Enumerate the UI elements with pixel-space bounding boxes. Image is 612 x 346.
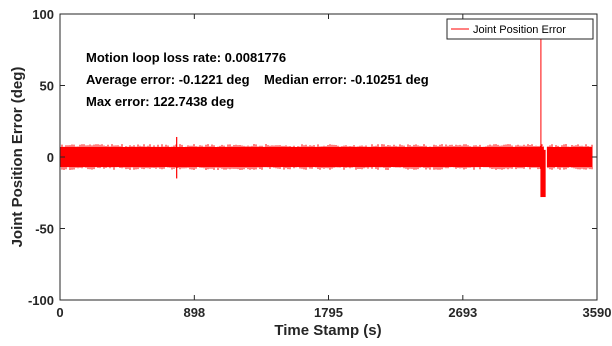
y-tick-label: -100 [28, 293, 54, 308]
x-tick-label: 898 [183, 305, 205, 320]
series-spike [540, 21, 542, 198]
x-axis-label: Time Stamp (s) [274, 322, 381, 339]
y-tick-label: -50 [35, 222, 54, 237]
y-tick-label: 50 [40, 79, 54, 94]
x-tick-label: 2693 [448, 305, 477, 320]
ticks-layer: 0 898 1795 2693 3590 100 50 0 -50 -100 [28, 7, 611, 320]
legend: Joint Position Error [446, 18, 594, 40]
legend-entry-joint-position-error: Joint Position Error [473, 24, 566, 36]
series-band-jitter [59, 144, 593, 170]
data-layer [59, 21, 593, 198]
x-tick-label: 1795 [314, 305, 343, 320]
annotation-max-error: Max error: 122.7438 deg [86, 94, 234, 109]
x-tick-label: 3590 [583, 305, 612, 320]
y-tick-label: 0 [47, 150, 54, 165]
annotation-loss-rate: Motion loop loss rate: 0.0081776 [86, 50, 286, 65]
legend-box [446, 18, 594, 40]
series-spike [540, 149, 546, 198]
y-tick-label: 100 [32, 7, 54, 22]
y-axis-label: Joint Position Error (deg) [9, 67, 26, 248]
series-spike [176, 136, 178, 179]
x-tick-label: 0 [56, 305, 63, 320]
annotation-avg-median: Average error: -0.1221 deg Median error:… [86, 72, 429, 87]
